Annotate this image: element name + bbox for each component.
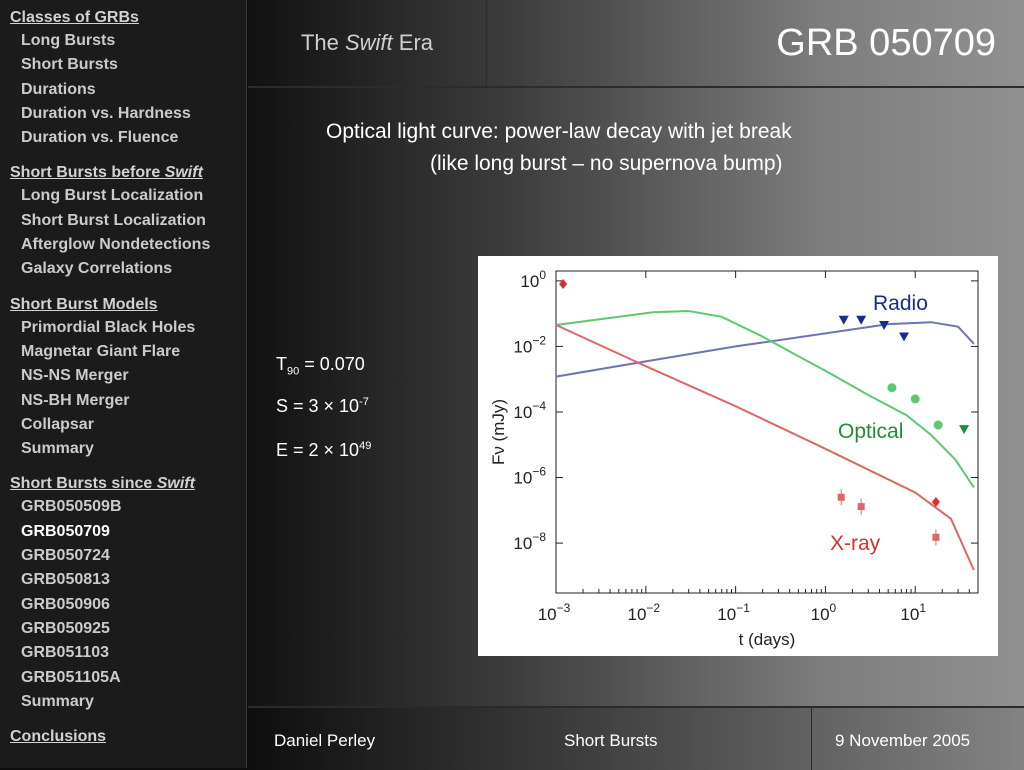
x-tick-label: 10−3 — [538, 601, 571, 624]
sidebar-item-grb050709[interactable]: GRB050709 — [21, 522, 110, 540]
slide-footer: Daniel Perley Short Bursts 9 November 20… — [248, 706, 1024, 770]
slide-title: GRB 050709 — [776, 22, 996, 64]
x-tick-label: 100 — [811, 601, 837, 624]
data-point-radio — [879, 321, 890, 331]
fluence-label: S = 3 × 10 — [276, 396, 360, 416]
sidebar-item-ns-ns-merger[interactable]: NS-NS Merger — [21, 367, 129, 385]
y-axis-label: Fν (mJy) — [489, 399, 508, 465]
x-axis-label: t (days) — [739, 630, 796, 649]
sidebar-item-grb050509b[interactable]: GRB050509B — [21, 498, 122, 516]
sidebar-section-label: Short Burst Models — [10, 295, 158, 313]
data-point-optical — [887, 383, 897, 393]
x-tick-label: 101 — [900, 601, 926, 624]
sidebar-item-short-burst-localization[interactable]: Short Burst Localization — [21, 211, 206, 229]
y-tick-label: 10−2 — [513, 333, 546, 356]
presentation-title-prefix: The — [300, 30, 345, 55]
sidebar-item-grb050906[interactable]: GRB050906 — [21, 595, 110, 613]
sidebar-section-conclusions[interactable]: Conclusions — [10, 725, 246, 748]
sidebar-item-galaxy-correlations[interactable]: Galaxy Correlations — [21, 260, 173, 278]
slide-subtitle-line1: Optical light curve: power-law decay wit… — [326, 120, 792, 143]
y-tick-label: 100 — [520, 268, 546, 291]
t90-stat: T90 = 0.070 — [276, 354, 365, 378]
energy-stat: E = 2 × 1049 — [276, 440, 371, 461]
presentation-title-suffix: Era — [392, 30, 434, 55]
data-point-optical — [959, 425, 970, 435]
series-label-x-ray: X-ray — [830, 532, 881, 555]
light-curve-chart: 10−3 10−2 10−1 100 101 100 10−2 10−4 10−6 10−8 t (… — [489, 268, 979, 649]
sidebar-section-classes-of-grbs[interactable]: Classes of GRBs — [10, 6, 246, 29]
sidebar-item-ns-bh-merger[interactable]: NS-BH Merger — [21, 391, 130, 409]
data-point-x-ray — [931, 496, 940, 507]
energy-label: E = 2 × 10 — [276, 440, 360, 460]
data-point-radio — [838, 315, 849, 325]
presentation-title: The Swift Era — [248, 30, 486, 56]
sidebar-item-summary[interactable]: Summary — [21, 692, 94, 710]
data-point-x-ray — [559, 279, 568, 290]
t90-subscript: 90 — [287, 365, 300, 378]
footer-author: Daniel Perley — [274, 731, 376, 750]
y-tick-label: 10−4 — [513, 399, 546, 422]
series-line-optical — [555, 309, 975, 488]
x-tick-label: 10−1 — [717, 601, 750, 624]
data-point-radio — [899, 332, 910, 342]
data-point-optical — [910, 394, 920, 404]
t90-value: = 0.070 — [299, 354, 365, 374]
sidebar-section-label: Classes of GRBs — [10, 9, 139, 26]
sidebar-item-summary[interactable]: Summary — [21, 440, 94, 458]
sidebar-section-label: Conclusions — [10, 728, 107, 746]
header-divider — [486, 0, 487, 86]
sidebar-item-duration-vs-fluence[interactable]: Duration vs. Fluence — [21, 129, 179, 147]
footer-date: 9 November 2005 — [835, 731, 971, 750]
sidebar-section-label: Short Bursts since — [10, 475, 157, 493]
sidebar-item-long-bursts[interactable]: Long Bursts — [21, 32, 116, 49]
fluence-stat: S = 3 × 10-7 — [276, 396, 369, 417]
data-point-optical — [933, 420, 943, 430]
data-point-radio — [856, 315, 867, 325]
sidebar-item-long-burst-localization[interactable]: Long Burst Localization — [21, 187, 204, 205]
sidebar-item-collapsar[interactable]: Collapsar — [21, 415, 94, 433]
sidebar-item-durations[interactable]: Durations — [21, 80, 96, 98]
footer-divider — [811, 708, 812, 770]
series-label-radio: Radio — [873, 292, 928, 315]
sidebar-item-grb051103[interactable]: GRB051103 — [21, 644, 110, 662]
sidebar-nav: Classes of GRBs Long Bursts Short Bursts Du… — [0, 0, 247, 768]
slide-area: The Swift Era GRB 050709 Optical light c… — [248, 0, 1024, 770]
t90-label: T — [276, 354, 287, 374]
light-curve-chart-panel: 10−3 10−2 10−1 100 101 100 10−2 10−4 10−6 10−8 t (… — [478, 256, 998, 656]
sidebar-item-grb050724[interactable]: GRB050724 — [21, 547, 110, 565]
sidebar-item-primordial-black-holes[interactable]: Primordial Black Holes — [21, 318, 196, 336]
sidebar-item-grb050813[interactable]: GRB050813 — [21, 571, 110, 589]
series-line-x-ray — [555, 324, 975, 571]
slide-subtitle-line2: (like long burst – no supernova bump) — [430, 152, 783, 175]
y-tick-label: 10−8 — [513, 530, 546, 553]
sidebar-section-short-burst-models[interactable]: Short Burst Models — [10, 293, 246, 316]
footer-topic: Short Bursts — [564, 731, 658, 750]
slide-header: The Swift Era GRB 050709 — [248, 0, 1024, 88]
sidebar-section-label-emphasis: Swift — [164, 164, 203, 182]
sidebar-item-duration-vs-hardness[interactable]: Duration vs. Hardness — [21, 104, 191, 122]
sidebar-item-short-bursts[interactable]: Short Bursts — [21, 56, 118, 74]
y-tick-label: 10−6 — [513, 465, 546, 488]
fluence-exponent: -7 — [359, 396, 369, 408]
sidebar-item-afterglow-nondetections[interactable]: Afterglow Nondetections — [21, 236, 211, 254]
sidebar-item-grb051105a[interactable]: GRB051105A — [21, 668, 121, 686]
sidebar-section-short-bursts-since-swift[interactable]: Short Bursts since Swift — [10, 472, 246, 495]
series-line-radio — [555, 321, 975, 378]
energy-exponent: 49 — [359, 440, 372, 452]
sidebar-item-grb050925[interactable]: GRB050925 — [21, 619, 110, 637]
sidebar-section-label-emphasis: Swift — [156, 475, 195, 493]
plot-frame — [555, 270, 979, 594]
presentation-title-emphasis: Swift — [344, 30, 393, 55]
sidebar-item-magnetar-giant-flare[interactable]: Magnetar Giant Flare — [21, 342, 181, 360]
sidebar-section-label: Short Bursts before — [10, 164, 165, 182]
series-label-optical: Optical — [838, 420, 903, 443]
x-tick-label: 10−2 — [628, 601, 661, 624]
sidebar-section-short-bursts-before-swift[interactable]: Short Bursts before Swift — [10, 161, 246, 184]
